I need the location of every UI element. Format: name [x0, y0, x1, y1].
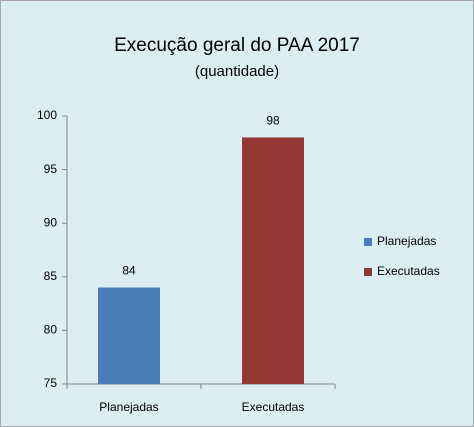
chart-title: Execução geral do PAA 2017	[114, 35, 360, 56]
y-tick-label: 90	[44, 215, 58, 229]
legend-swatch	[364, 268, 372, 276]
legend-label: Planejadas	[377, 234, 436, 248]
legend-label: Executadas	[377, 264, 440, 278]
y-tick-label: 95	[44, 162, 58, 176]
bar	[98, 287, 160, 384]
x-tick-label: Planejadas	[99, 400, 158, 414]
data-label: 98	[266, 114, 280, 128]
chart-subtitle: (quantidade)	[195, 63, 279, 80]
data-label: 84	[122, 264, 136, 278]
y-tick-label: 75	[44, 376, 58, 390]
y-tick-label: 85	[44, 269, 58, 283]
x-tick-label: Executadas	[242, 400, 305, 414]
y-tick-label: 100	[37, 108, 57, 122]
legend-swatch	[364, 238, 372, 246]
bar	[242, 137, 304, 384]
y-tick-label: 80	[44, 323, 58, 337]
